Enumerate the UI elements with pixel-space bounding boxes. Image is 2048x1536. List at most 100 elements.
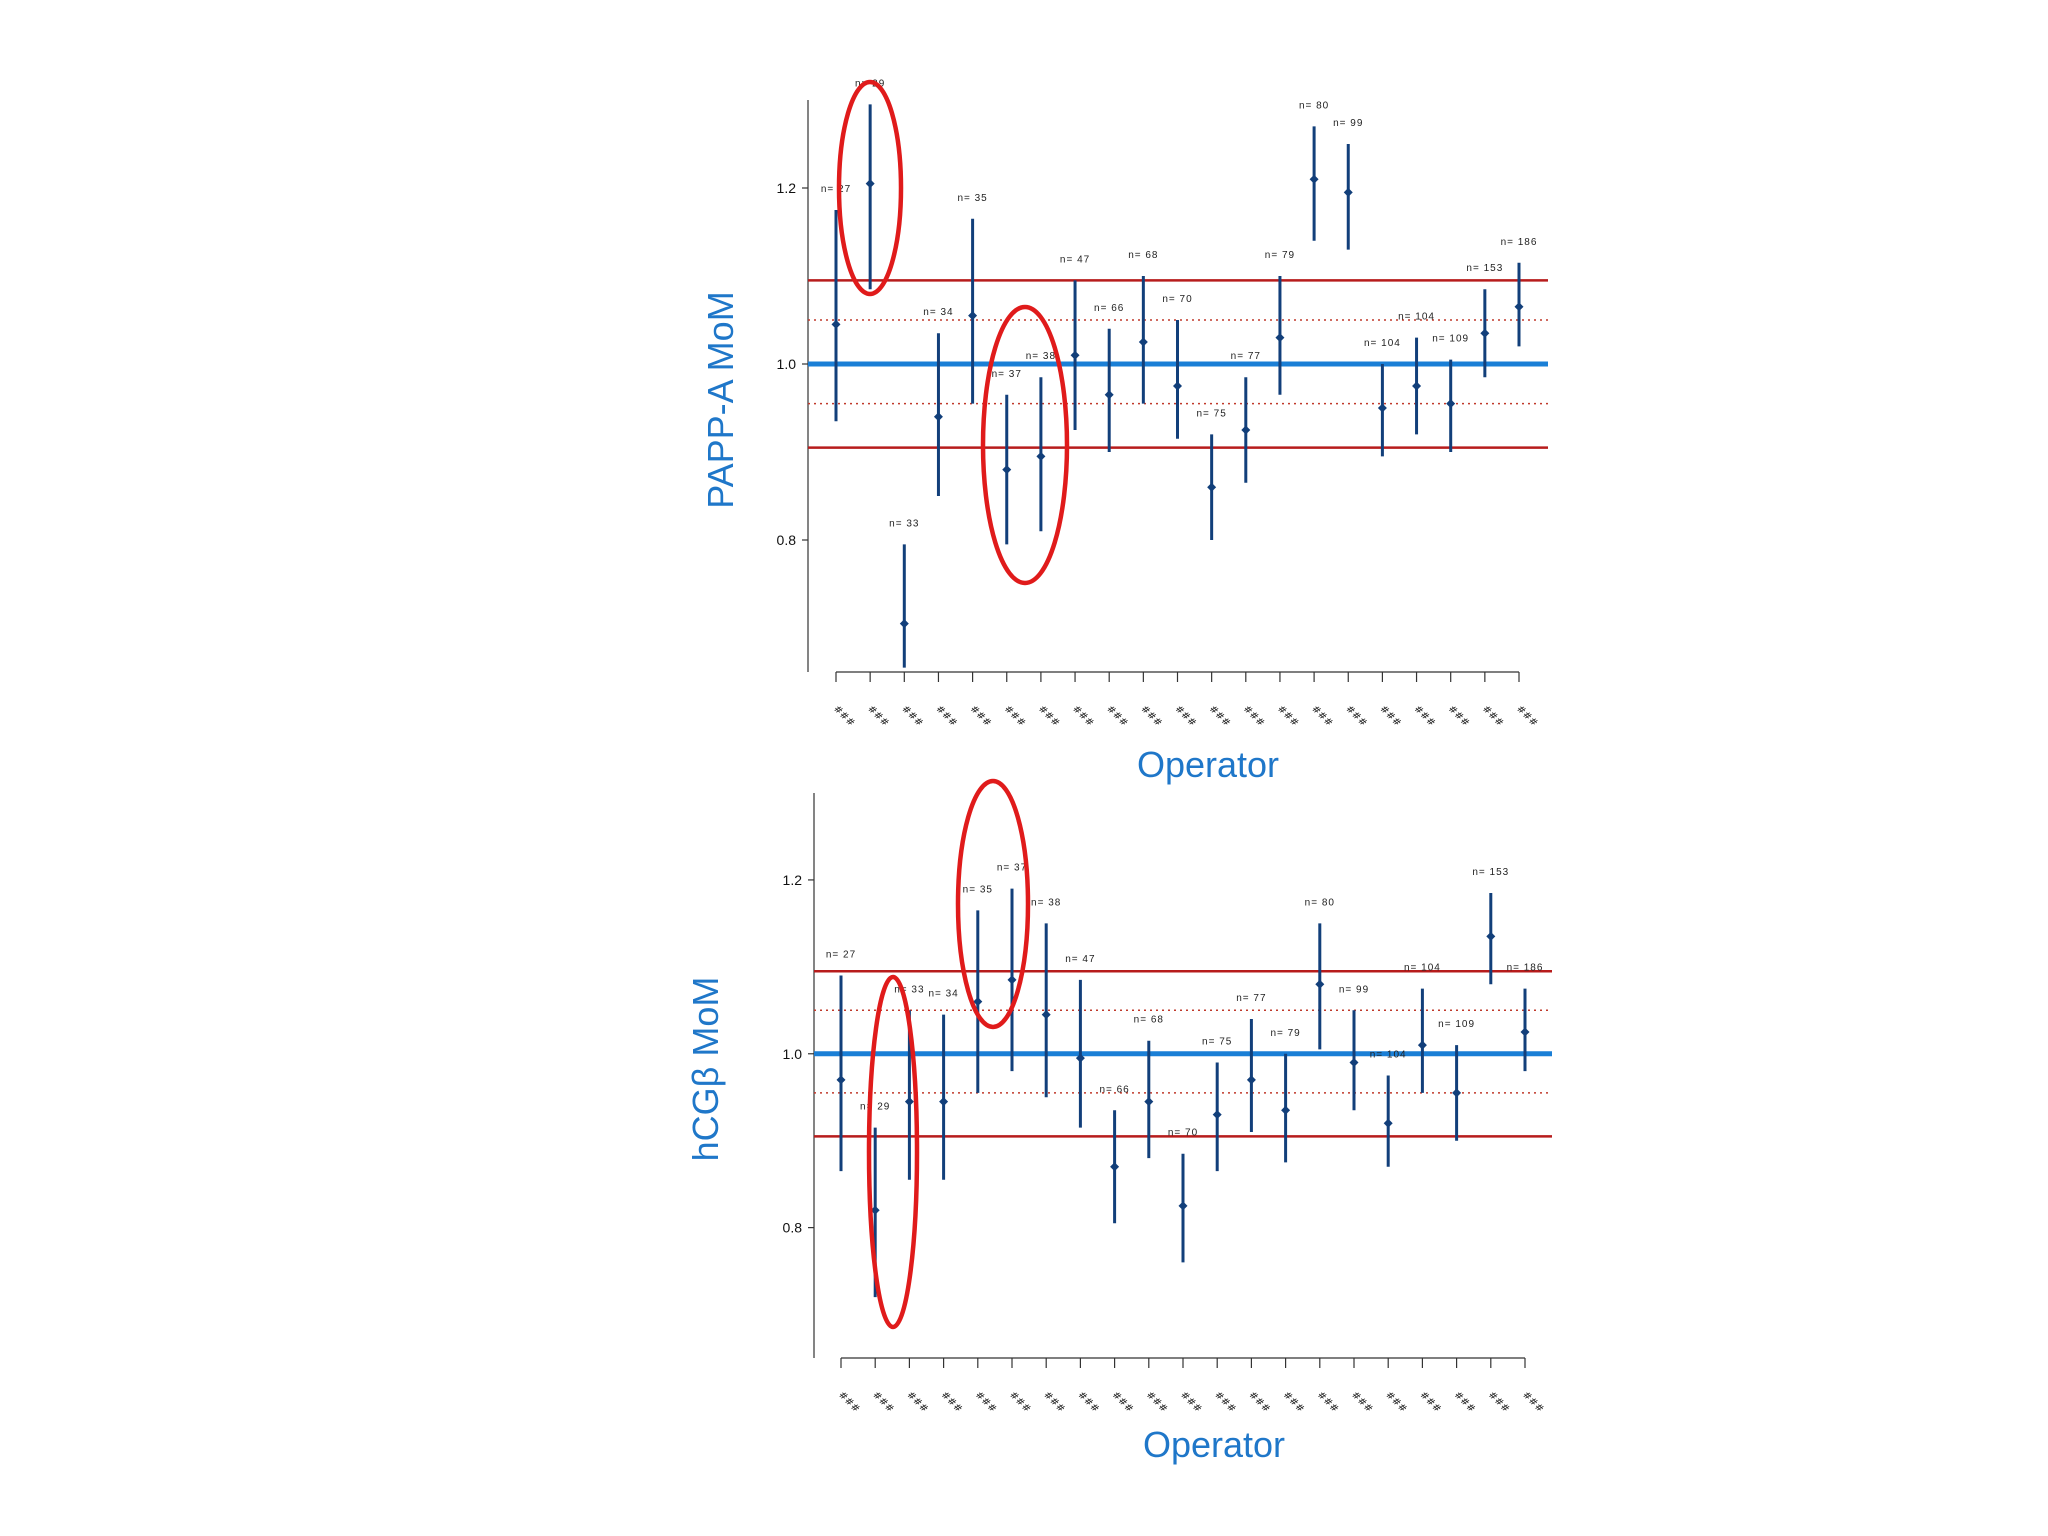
sample-size-label: n= 186 (1501, 237, 1538, 248)
x-tick-label: ### (1172, 703, 1198, 729)
x-tick-label: ### (1007, 1389, 1033, 1415)
sample-size-label: n= 38 (1026, 351, 1056, 362)
sample-size-label: n= 68 (1128, 250, 1158, 261)
x-tick-label: ### (1520, 1389, 1546, 1415)
sample-size-label: n= 80 (1299, 100, 1329, 111)
sample-size-label: n= 79 (1265, 250, 1295, 261)
sample-size-label: n= 27 (826, 950, 856, 961)
x-tick-label: ### (1343, 703, 1369, 729)
sample-size-label: n= 104 (1364, 338, 1401, 349)
data-point (1144, 1097, 1154, 1107)
sample-size-label: n= 34 (928, 989, 958, 1000)
data-point (1514, 302, 1524, 312)
data-point (899, 619, 909, 629)
sample-size-label: n= 33 (889, 518, 919, 529)
data-point (1343, 187, 1353, 197)
data-point (1349, 1057, 1359, 1067)
sample-size-label: n= 153 (1466, 263, 1503, 274)
sample-size-label: n= 35 (957, 193, 987, 204)
data-point (1246, 1075, 1256, 1085)
x-axis-title: Operator (1137, 744, 1279, 785)
data-point (1383, 1118, 1393, 1128)
x-tick-label: ### (1041, 1389, 1067, 1415)
x-tick-label: ### (1452, 1389, 1478, 1415)
data-point (1446, 399, 1456, 409)
sample-size-label: n= 77 (1236, 993, 1266, 1004)
sample-size-label: n= 104 (1404, 963, 1441, 974)
sample-size-label: n= 35 (963, 884, 993, 895)
x-tick-label: ### (1315, 1389, 1341, 1415)
data-point (1275, 333, 1285, 343)
x-tick-label: ### (1377, 703, 1403, 729)
data-point (1281, 1105, 1291, 1115)
data-point (1212, 1110, 1222, 1120)
x-tick-label: ### (1417, 1389, 1443, 1415)
x-tick-label: ### (1349, 1389, 1375, 1415)
data-point (1002, 465, 1012, 475)
x-tick-label: ### (1144, 1389, 1170, 1415)
x-tick-label: ### (836, 1389, 862, 1415)
sample-size-label: n= 109 (1438, 1019, 1475, 1030)
x-tick-label: ### (870, 1389, 896, 1415)
data-point (904, 1097, 914, 1107)
sample-size-label: n= 66 (1099, 1084, 1129, 1095)
data-point (1138, 337, 1148, 347)
y-tick-label: 1.2 (783, 872, 803, 888)
x-tick-label: ### (1207, 703, 1233, 729)
papp-a-chart: 0.8 1.0 1.2 ### ### ### ### ### ### ### ### ### ### #… (700, 78, 1548, 785)
x-tick-label: ### (1281, 1389, 1307, 1415)
data-point (870, 1205, 880, 1215)
sample-size-label: n= 37 (997, 863, 1027, 874)
data-point (1075, 1053, 1085, 1063)
y-tick-label: 0.8 (783, 1220, 803, 1236)
x-tick-label: ### (1070, 703, 1096, 729)
sample-size-label: n= 34 (923, 307, 953, 318)
data-point (1178, 1201, 1188, 1211)
sample-size-label: n= 75 (1202, 1036, 1232, 1047)
data-point (1315, 979, 1325, 989)
y-tick-label: 0.8 (777, 532, 797, 548)
x-tick-label: ### (1514, 703, 1540, 729)
data-point (1104, 390, 1114, 400)
x-tick-label: ### (1446, 703, 1472, 729)
data-point (1041, 1010, 1051, 1020)
data-point (1417, 1040, 1427, 1050)
sample-size-label: n= 104 (1370, 1050, 1407, 1061)
x-tick-label: ### (1212, 1389, 1238, 1415)
sample-size-label: n= 38 (1031, 897, 1061, 908)
x-tick-label: ### (1075, 1389, 1101, 1415)
sample-size-label: n= 186 (1507, 963, 1544, 974)
x-tick-label: ### (904, 1389, 930, 1415)
data-point (1036, 451, 1046, 461)
x-tick-label: ### (1110, 1389, 1136, 1415)
data-point (933, 412, 943, 422)
data-point (1452, 1088, 1462, 1098)
data-point (1486, 931, 1496, 941)
x-tick-label: ### (1480, 703, 1506, 729)
y-axis-title: PAPP-A MoM (700, 291, 741, 508)
sample-size-label: n= 47 (1060, 254, 1090, 265)
data-point (1309, 174, 1319, 184)
y-tick-label: 1.2 (777, 180, 797, 196)
sample-size-label: n= 47 (1065, 954, 1095, 965)
x-tick-label: ### (1246, 1389, 1272, 1415)
data-point (1520, 1027, 1530, 1037)
highlight-ellipse (980, 304, 1070, 586)
data-point (973, 997, 983, 1007)
x-tick-label: ### (899, 703, 925, 729)
x-tick-label: ### (1412, 703, 1438, 729)
x-tick-label: ### (968, 703, 994, 729)
x-tick-label: ### (973, 1389, 999, 1415)
x-tick-label: ### (1309, 703, 1335, 729)
x-tick-label: ### (831, 703, 857, 729)
x-tick-label: ### (1036, 703, 1062, 729)
data-point (1007, 975, 1017, 985)
x-axis-title: Operator (1143, 1424, 1285, 1465)
data-point (1480, 328, 1490, 338)
sample-size-label: n= 70 (1168, 1128, 1198, 1139)
x-tick-label: ### (1138, 703, 1164, 729)
sample-size-label: n= 77 (1231, 351, 1261, 362)
data-point (1207, 482, 1217, 492)
highlight-ellipse (955, 778, 1031, 1030)
highlight-ellipse (866, 974, 920, 1330)
